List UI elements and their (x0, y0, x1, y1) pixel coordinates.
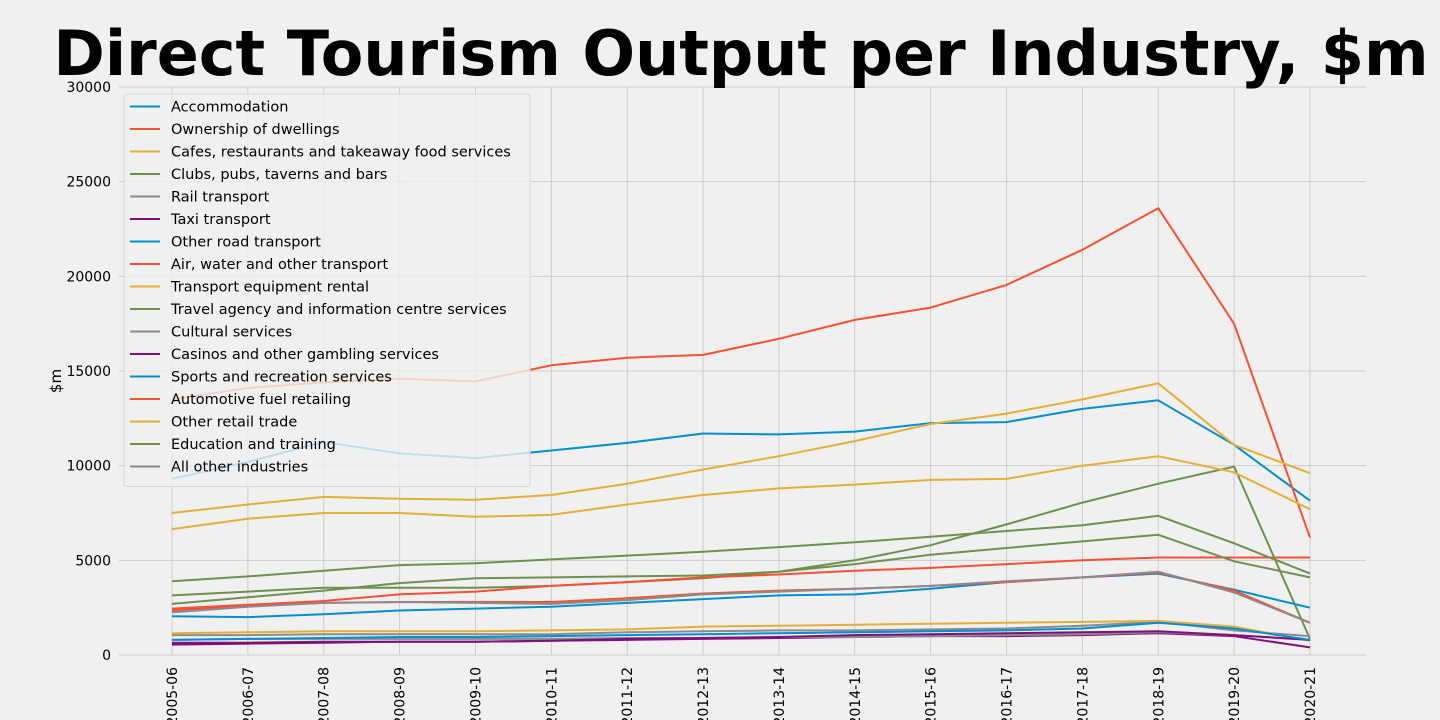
legend-label: Taxi transport (170, 212, 271, 228)
x-tick-label: 2015-16 (924, 667, 940, 720)
x-tick-label: 2005-06 (165, 667, 181, 720)
x-tick-label: 2019-20 (1227, 667, 1243, 720)
x-tick-label: 2014-15 (848, 667, 864, 720)
series-line (171, 455, 1311, 531)
legend-label: Education and training (171, 437, 336, 453)
x-tick-label: 2006-07 (241, 667, 257, 720)
x-tick-label: 2007-08 (317, 667, 333, 720)
series-line (171, 570, 1311, 624)
x-tick-label: 2016-17 (1000, 667, 1016, 720)
series-line (171, 621, 1311, 641)
series-line (171, 619, 1311, 642)
y-tick-label: 30000 (66, 80, 111, 96)
legend-label: Transport equipment rental (170, 280, 369, 296)
x-tick-label: 2010-11 (544, 667, 560, 720)
legend-label: Cafes, restaurants and takeaway food ser… (171, 145, 511, 161)
legend-box (123, 93, 531, 487)
legend-label: Cultural services (171, 325, 292, 341)
x-tick-label: 2017-18 (1075, 667, 1091, 720)
legend-label: Clubs, pubs, taverns and bars (171, 167, 387, 183)
series-line (172, 632, 1311, 649)
series-line (171, 572, 1311, 619)
x-tick-label: 2009-10 (468, 667, 484, 720)
x-tick-label: 2020-21 (1303, 667, 1319, 720)
series-line (171, 630, 1311, 646)
y-tick-label: 5000 (75, 553, 111, 569)
series-line (171, 514, 1311, 583)
x-tick-label: 2012-13 (696, 667, 712, 720)
y-tick-label: 25000 (66, 175, 111, 191)
legend-label: Travel agency and information centre ser… (170, 302, 507, 318)
y-axis-label: $m (47, 369, 65, 393)
x-tick-label: 2013-14 (772, 667, 788, 720)
x-tick-label: 2011-12 (620, 667, 636, 720)
x-tick-label: 2018-19 (1151, 667, 1167, 720)
legend-label: Accommodation (171, 100, 288, 116)
legend-label: All other industries (171, 460, 308, 476)
y-tick-label: 15000 (66, 364, 111, 380)
series-line (171, 556, 1310, 610)
legend-label: Casinos and other gambling services (171, 347, 439, 363)
legend: Accommodation Ownership of dwellings Cafes… (123, 93, 531, 487)
legend-label: Automotive fuel retailing (171, 392, 351, 408)
legend-label: Rail transport (171, 190, 270, 206)
series-line (171, 382, 1311, 514)
legend-label: Sports and recreation services (171, 370, 392, 386)
legend-label: Air, water and other transport (171, 257, 388, 273)
axes: 0 5000 10000 15000 20000 25000 30000 2005-06 200… (66, 80, 1319, 720)
y-tick-label: 0 (102, 648, 111, 664)
legend-label: Ownership of dwellings (171, 122, 340, 138)
y-tick-label: 20000 (66, 269, 111, 285)
chart-title: Direct Tourism Output per Industry, $m (53, 17, 1428, 90)
y-tick-label: 10000 (66, 459, 111, 475)
series-line (171, 533, 1311, 605)
x-tick-label: 2008-09 (393, 667, 409, 720)
series-line (172, 620, 1311, 638)
legend-label: Other road transport (171, 235, 321, 251)
legend-label: Other retail trade (171, 415, 297, 431)
